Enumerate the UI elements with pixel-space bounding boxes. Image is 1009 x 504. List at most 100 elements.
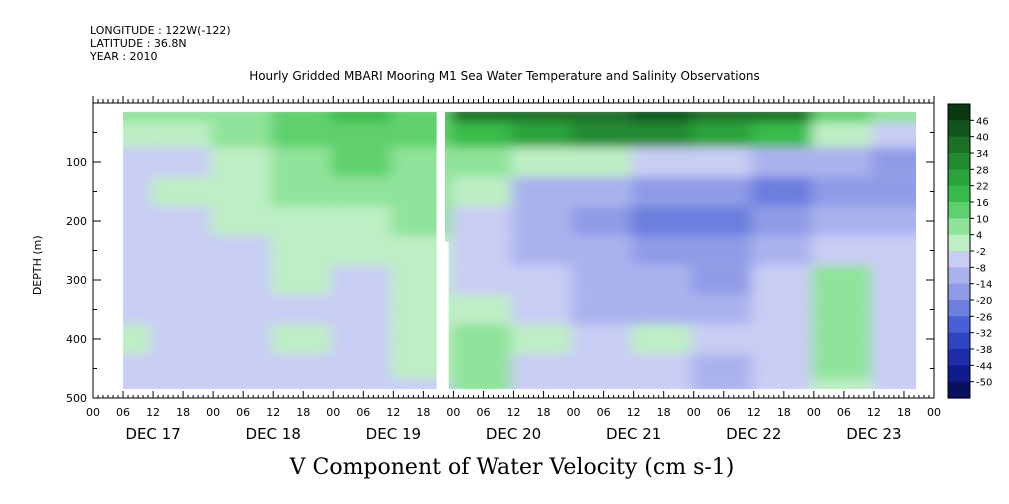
heatmap-cell	[871, 324, 916, 354]
colorbar-label: -44	[976, 361, 992, 372]
heatmap-cell	[330, 176, 396, 207]
heatmap-cell	[871, 378, 916, 390]
colorbar-label: -50	[976, 378, 992, 389]
heatmap-cell	[751, 176, 817, 207]
x-hour-label: 00	[567, 406, 581, 419]
heatmap-cell	[123, 122, 156, 148]
heatmap-cell	[210, 206, 276, 236]
x-hour-label: 12	[146, 406, 160, 419]
y-tick-label: 200	[66, 215, 87, 228]
colorbar-caption: V Component of Water Velocity (cm s-1)	[289, 455, 735, 480]
heatmap-cell	[451, 353, 516, 379]
heatmap-cell	[390, 378, 456, 390]
colorbar-swatch	[948, 169, 970, 187]
x-day-label: DEC 20	[486, 425, 541, 443]
heatmap-cell	[210, 265, 276, 295]
heatmap-cell	[330, 324, 396, 354]
x-hour-label: 06	[116, 406, 130, 419]
colorbar-swatch	[948, 202, 970, 219]
heatmap-cell	[871, 353, 916, 379]
chart-title: Hourly Gridded MBARI Mooring M1 Sea Wate…	[249, 69, 760, 83]
heatmap-cell	[631, 206, 697, 236]
heatmap-cell	[631, 111, 697, 123]
x-hour-label: 06	[356, 406, 370, 419]
heatmap-cell	[751, 235, 817, 266]
heatmap-cell	[123, 147, 156, 177]
heatmap-cell	[811, 206, 877, 236]
heatmap-cell	[571, 353, 637, 379]
heatmap-cell	[123, 265, 156, 295]
colorbar-swatch	[948, 267, 970, 285]
heatmap-cell	[150, 122, 216, 148]
heatmap-cell	[210, 122, 276, 148]
colorbar-label: 34	[976, 149, 989, 160]
heatmap-cell	[511, 378, 576, 390]
x-hour-label: 12	[386, 406, 400, 419]
heatmap-cell	[511, 353, 576, 379]
colorbar-label: 28	[976, 165, 989, 176]
heatmap-cell	[811, 378, 877, 390]
heatmap-cell	[123, 294, 156, 325]
x-hour-label: 00	[206, 406, 220, 419]
heatmap-cell	[451, 324, 516, 354]
heatmap-cell	[210, 378, 276, 390]
x-hour-label: 12	[627, 406, 641, 419]
colorbar: 46 40 34 28 22 16 10 4 -2 -8 -14 -20 -26 -32 -38 -44 -50	[947, 103, 992, 399]
heatmap-cell	[270, 353, 336, 379]
heatmap-cell	[451, 235, 516, 266]
x-hour-label: 12	[747, 406, 761, 419]
x-day-label: DEC 22	[726, 425, 781, 443]
x-hour-label: 18	[537, 406, 551, 419]
x-day-label: DEC 21	[606, 425, 661, 443]
heatmap-cell	[330, 353, 396, 379]
heatmap-cell	[270, 378, 336, 390]
heatmap-cell	[210, 147, 276, 177]
heatmap-cell	[511, 147, 576, 177]
heatmap-cell	[871, 265, 916, 295]
top-tick-marks	[92, 96, 935, 103]
heatmap-cell	[210, 111, 276, 123]
heatmap-cell	[270, 206, 336, 236]
colorbar-label: 16	[976, 198, 989, 209]
colorbar-swatch	[948, 120, 970, 138]
heatmap-cell	[451, 294, 516, 325]
heatmap-cell	[270, 147, 336, 177]
x-hour-label: 18	[296, 406, 310, 419]
heatmap-cell	[811, 353, 877, 379]
heatmap-cell	[751, 206, 817, 236]
heatmap-cell	[631, 353, 697, 379]
heatmap-cell	[123, 111, 156, 123]
heatmap-cell	[571, 324, 637, 354]
heatmap-cell	[150, 353, 216, 379]
x-hour-label: 00	[927, 406, 941, 419]
heatmap-cell	[511, 265, 576, 295]
colorbar-swatch	[948, 218, 970, 236]
heatmap-cell	[210, 176, 276, 207]
y-tick-label: 100	[66, 156, 87, 169]
heatmap-cell	[330, 378, 396, 390]
heatmap-cell	[210, 294, 276, 325]
heatmap-cell	[691, 206, 757, 236]
x-hour-label: 18	[657, 406, 671, 419]
colorbar-label: 4	[976, 231, 982, 242]
heatmap-cell	[631, 294, 697, 325]
heatmap-cell	[511, 294, 576, 325]
x-hour-label: 12	[266, 406, 280, 419]
heatmap-cell	[751, 378, 817, 390]
heatmap-cell	[691, 176, 757, 207]
colorbar-swatch	[948, 316, 970, 334]
heatmap-cell	[571, 122, 637, 148]
heatmap-cell	[751, 111, 817, 123]
heatmap-cell	[631, 265, 697, 295]
heatmap-cell	[691, 235, 757, 266]
heatmap-cell	[150, 111, 216, 123]
x-hour-label: 06	[236, 406, 250, 419]
colorbar-label: -14	[976, 280, 992, 291]
heatmap-cell	[123, 206, 156, 236]
heatmap-cell	[123, 378, 156, 390]
heatmap-cell	[451, 122, 516, 148]
heatmap-cell	[150, 378, 216, 390]
x-hour-label: 06	[476, 406, 490, 419]
colorbar-label: 40	[976, 133, 989, 144]
